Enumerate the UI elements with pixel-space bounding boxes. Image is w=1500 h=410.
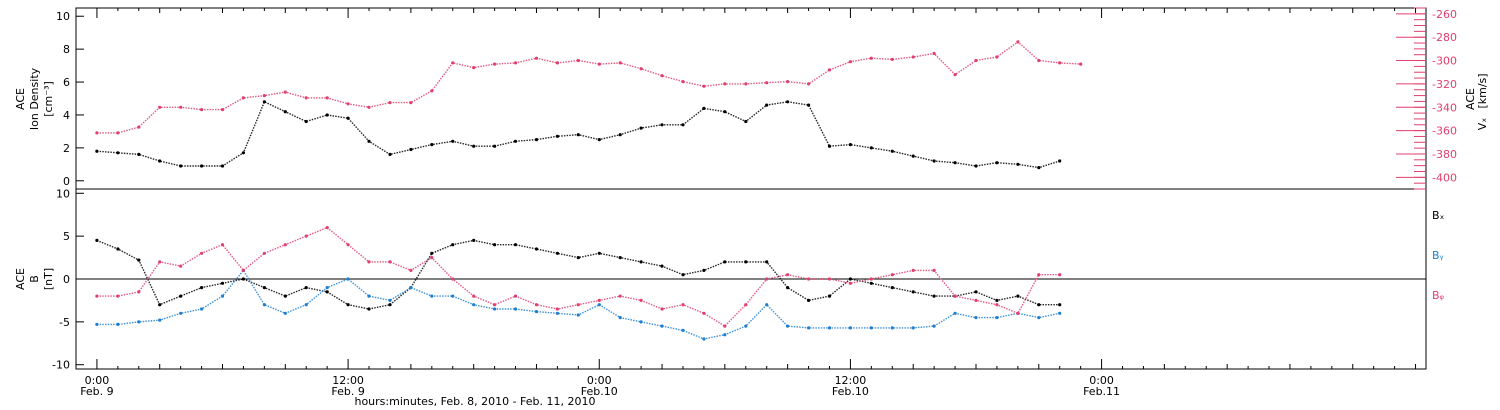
- top-right-tick-label: -300: [1432, 55, 1457, 68]
- top-right-y-axis: -260 -280 -300 -320 -340 -360 -380 -400: [1396, 7, 1457, 190]
- top-left-tick-label: 6: [63, 76, 70, 89]
- top-right-y-title-line1: ACE: [1464, 88, 1477, 110]
- data-point: [869, 326, 873, 330]
- legend-bz: Bᵩ: [1432, 289, 1445, 302]
- top-left-y-title: ACE Ion Density [cm⁻³]: [14, 67, 55, 130]
- data-point: [513, 139, 518, 143]
- data-point: [137, 152, 141, 156]
- top-panel-data: [95, 40, 1083, 170]
- legend-by: Bᵧ: [1432, 249, 1444, 262]
- series-line: [96, 226, 1060, 327]
- x-tick-date: Feb. 9: [80, 385, 113, 398]
- series-line: [96, 269, 1060, 340]
- data-point: [555, 311, 560, 315]
- data-point: [388, 101, 392, 105]
- data-point: [1016, 162, 1020, 166]
- data-point: [1058, 273, 1062, 277]
- data-point: [848, 326, 853, 330]
- bottom-panel-data: [95, 226, 1062, 341]
- top-right-tick-label: -380: [1432, 148, 1457, 161]
- x-tick-time: 12:00: [835, 374, 867, 387]
- series-0: [95, 238, 1062, 311]
- bottom-tick-label: -5: [59, 316, 70, 329]
- top-right-tick-label: -260: [1432, 8, 1457, 21]
- x-tick-time: 0:00: [1089, 374, 1114, 387]
- top-left-tick-label: 2: [63, 142, 70, 155]
- bottom-y-title: ACE B [nT]: [14, 268, 55, 290]
- bottom-y-title-line3: [nT]: [42, 268, 55, 290]
- top-left-y-axis: 0 2 4 6 8 10: [56, 10, 84, 188]
- top-right-y-title: ACE Vₓ [km/s]: [1464, 73, 1489, 130]
- top-right-tick-label: -320: [1432, 78, 1457, 91]
- series-line: [96, 100, 1060, 169]
- series-line: [96, 41, 1081, 134]
- data-point: [911, 55, 915, 59]
- bottom-y-title-line1: ACE: [14, 268, 27, 290]
- top-left-y-title-line2: Ion Density: [28, 67, 41, 130]
- x-tick-date: Feb. 9: [331, 385, 364, 398]
- top-left-tick-label: 0: [63, 175, 70, 188]
- x-tick-time: 0:00: [85, 374, 110, 387]
- x-tick-time: 0:00: [587, 374, 612, 387]
- data-point: [116, 151, 120, 155]
- series-0: [95, 100, 1062, 170]
- data-point: [807, 82, 811, 86]
- top-right-tick-label: -400: [1432, 171, 1457, 184]
- series-1: [95, 268, 1062, 341]
- bottom-tick-label: -10: [52, 359, 70, 372]
- x-tick-date: Feb.10: [832, 385, 869, 398]
- series-line: [96, 239, 1060, 310]
- bottom-y-title-line2: B: [28, 275, 41, 283]
- x-tick-date: Feb.11: [1083, 385, 1120, 398]
- x-tick-time: 12:00: [332, 374, 364, 387]
- top-left-y-title-line3: [cm⁻³]: [42, 81, 55, 117]
- bottom-tick-label: 5: [63, 230, 70, 243]
- top-right-tick-label: -280: [1432, 31, 1457, 44]
- legend-bx: Bₓ: [1432, 209, 1445, 222]
- top-left-y-title-line1: ACE: [14, 88, 27, 110]
- data-point: [765, 81, 769, 85]
- top-left-tick-label: 4: [63, 109, 70, 122]
- series-1: [95, 40, 1083, 135]
- top-left-tick-label: 10: [56, 10, 70, 23]
- top-right-y-title-line2: Vₓ: [1476, 118, 1489, 131]
- bottom-tick-label: 10: [56, 187, 70, 200]
- data-point: [786, 80, 790, 84]
- bottom-y-axis: -10 -5 0 5 10: [52, 187, 1426, 372]
- data-point: [95, 149, 99, 153]
- bottom-tick-label: 0: [63, 273, 70, 286]
- top-left-tick-label: 8: [63, 43, 70, 56]
- x-tick-date: Feb.10: [581, 385, 618, 398]
- series-2: [95, 226, 1062, 328]
- top-right-y-title-line3: [km/s]: [1476, 73, 1489, 108]
- top-right-tick-label: -360: [1432, 125, 1457, 138]
- top-right-tick-label: -340: [1432, 101, 1457, 114]
- data-point: [744, 260, 748, 264]
- top-panel-frame: [75, 7, 1427, 190]
- x-axis-title: hours:minutes, Feb. 8, 2010 - Feb. 11, 2…: [354, 395, 595, 408]
- data-point: [890, 57, 894, 62]
